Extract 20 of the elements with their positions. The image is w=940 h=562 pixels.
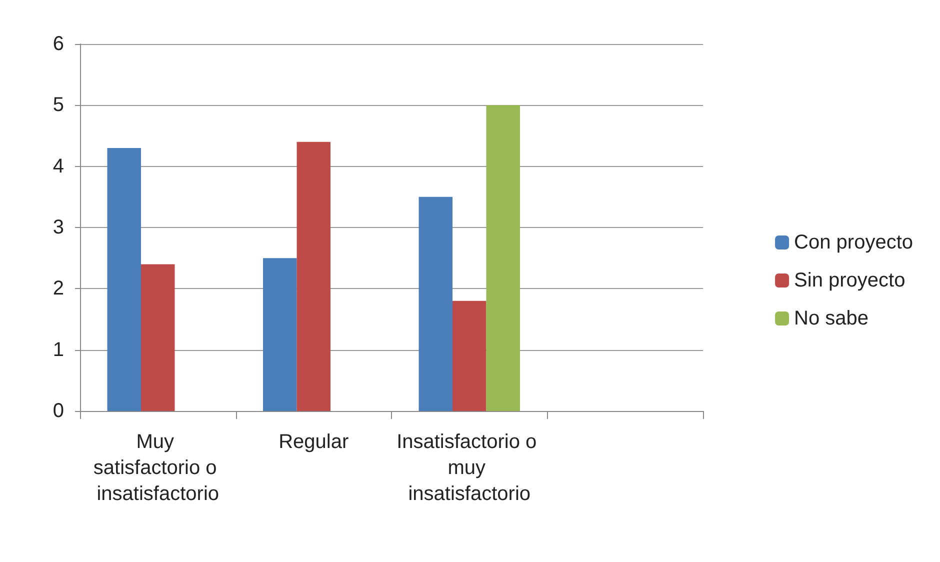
legend-label: Sin proyecto (794, 270, 906, 292)
bar (418, 196, 452, 411)
bar (296, 142, 330, 411)
x-tick-label: Muy satisfactorio o insatisfactorio (93, 431, 222, 505)
y-tick-label: 1 (52, 338, 64, 361)
y-tick-label: 3 (52, 216, 64, 238)
bar (452, 300, 486, 411)
y-tick-label: 2 (52, 278, 64, 300)
bar (263, 258, 297, 411)
y-tick-label: 6 (52, 33, 64, 55)
y-tick-label: 0 (52, 400, 64, 422)
bar (141, 264, 175, 411)
x-tick-label: Regular (278, 431, 349, 453)
x-tick-label: Insatisfactorio o muy insatisfactorio (396, 431, 542, 505)
bar (486, 105, 520, 411)
legend-label: No sabe (794, 308, 869, 330)
legend-label: Con proyecto (794, 232, 914, 254)
y-tick-label: 4 (52, 155, 64, 178)
y-tick-label: 5 (52, 94, 64, 116)
bar (107, 148, 141, 411)
